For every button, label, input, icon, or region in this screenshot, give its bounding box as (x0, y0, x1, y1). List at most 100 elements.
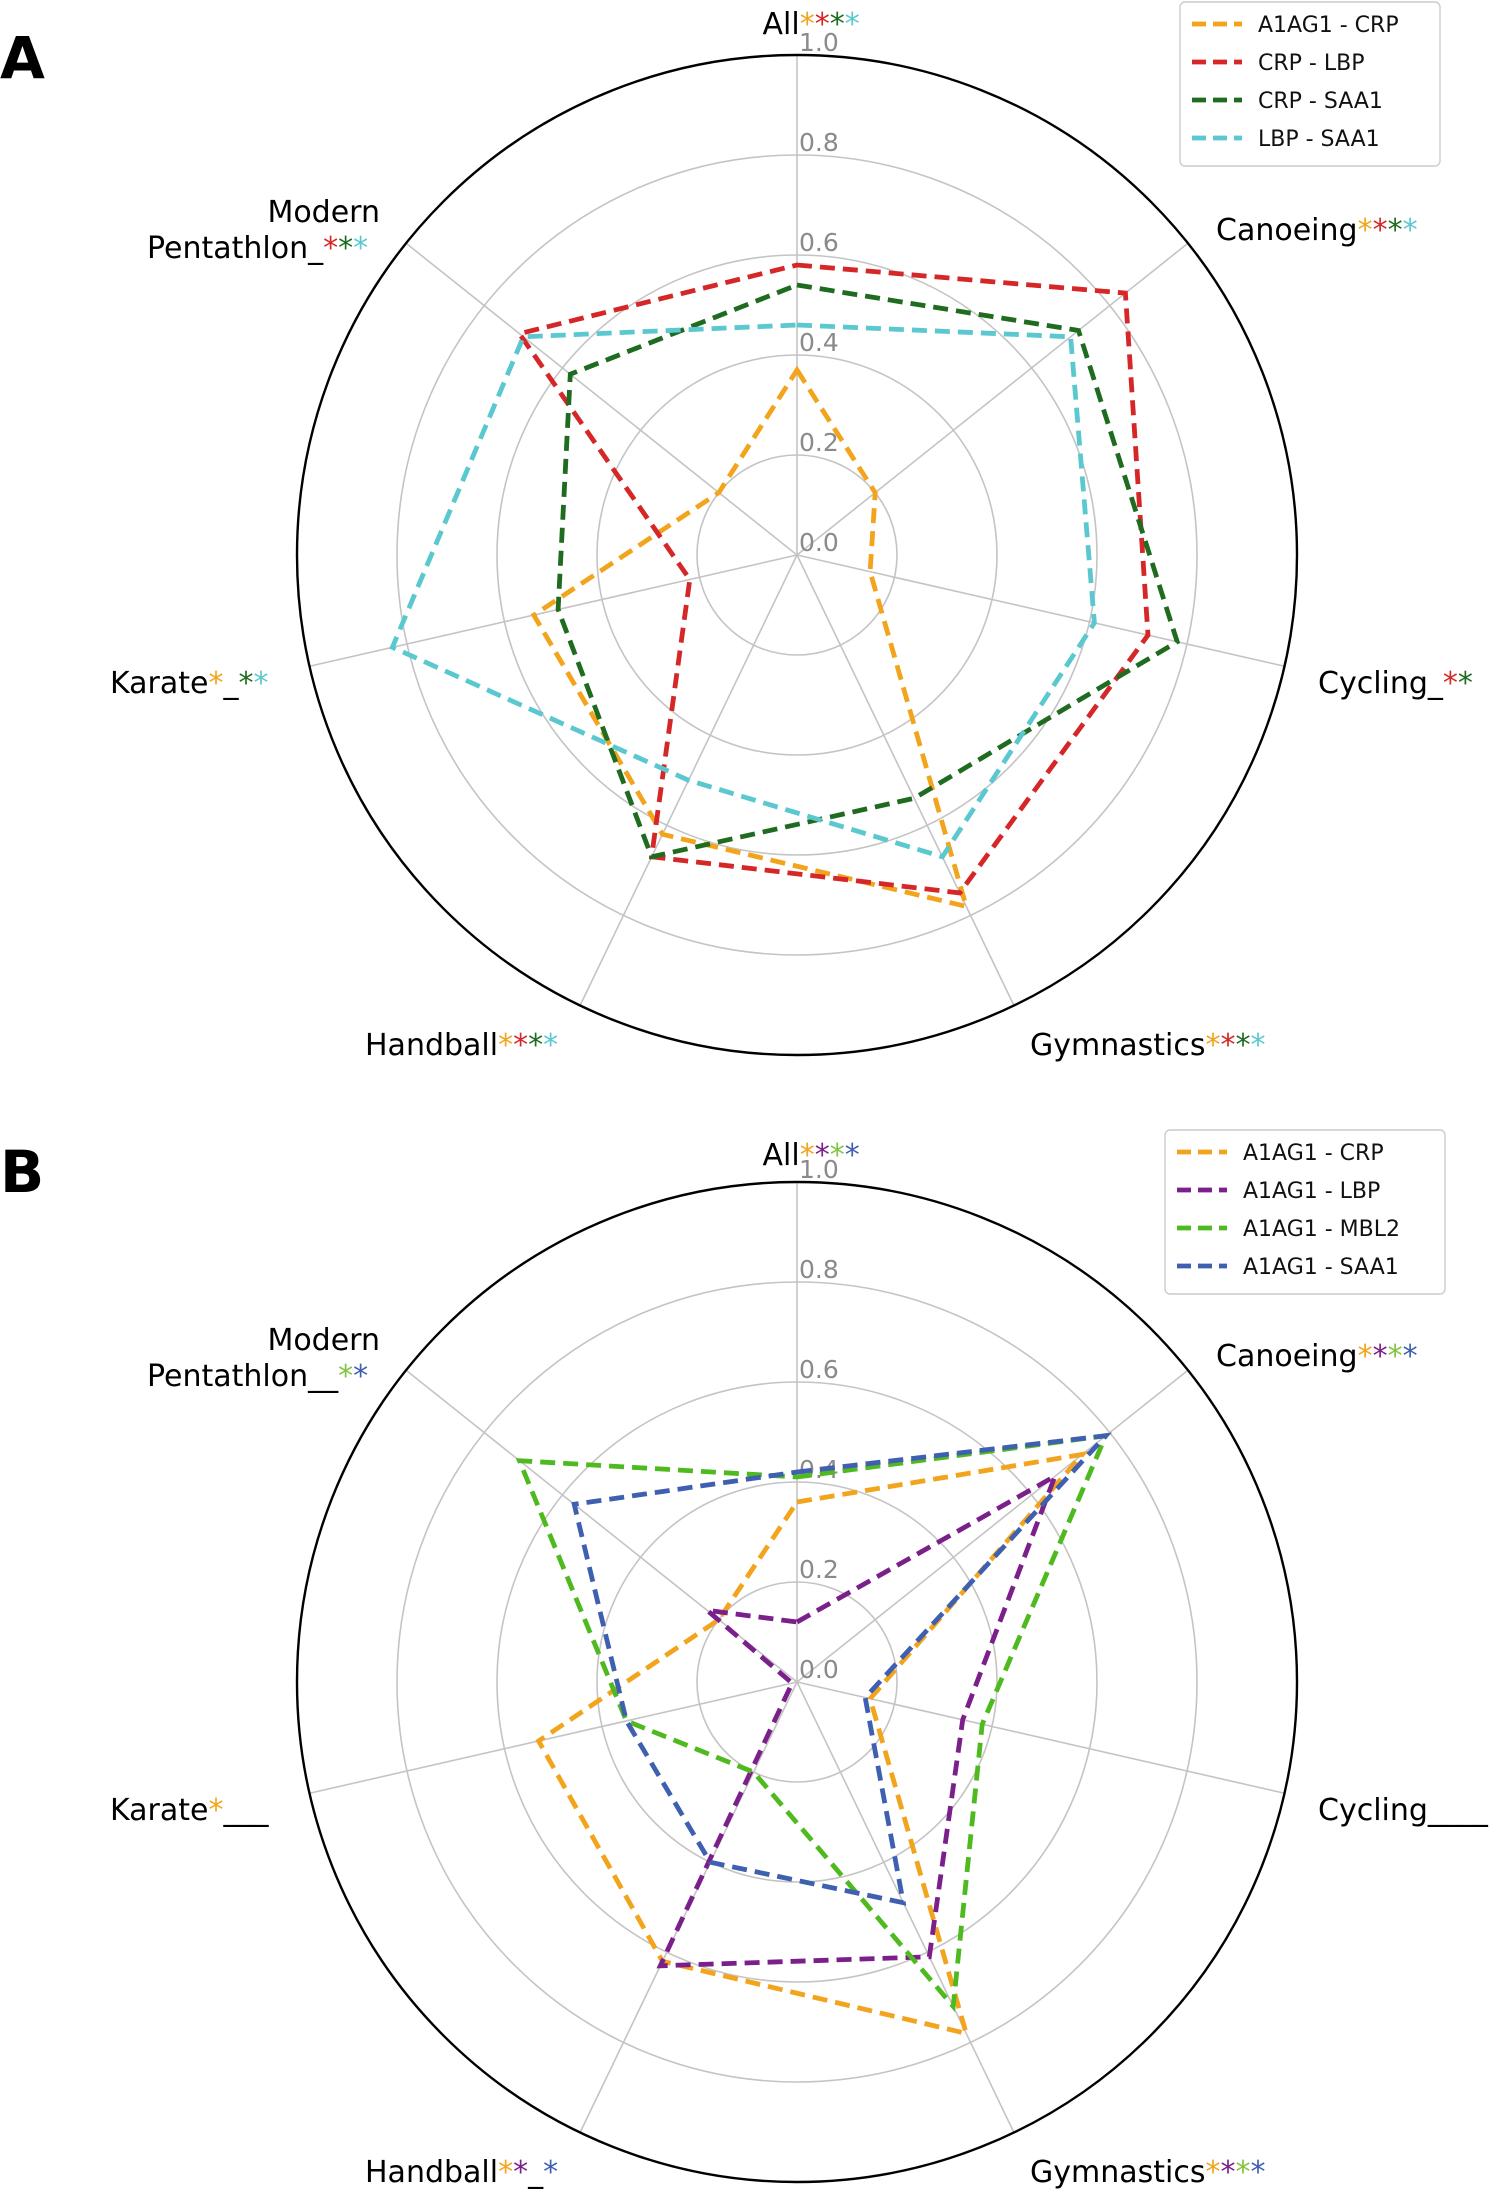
significance-star: * (208, 666, 223, 701)
significance-star: * (800, 7, 815, 42)
category-label-all: All**** (763, 7, 860, 42)
significance-star: * (498, 2155, 513, 2190)
category-label-line1: Modern (267, 195, 380, 230)
category-label-karate: Karate*_** (110, 666, 268, 701)
significance-star: * (338, 231, 353, 266)
significance-star: * (830, 1138, 845, 1173)
significance-star: * (1205, 2155, 1220, 2190)
significance-star: * (1220, 1028, 1235, 1063)
legend-label: CRP - LBP (1258, 51, 1364, 76)
r-tick-label: 0.8 (799, 1255, 839, 1284)
significance-star: * (1373, 1339, 1388, 1374)
outer-circle (295, 1180, 1299, 2184)
legend-box (1179, 1, 1441, 167)
r-tick-label: 0.0 (799, 1655, 839, 1684)
series-a1ag1-crp (535, 1450, 1089, 2037)
r-tick-label: 0.8 (799, 128, 839, 157)
significance-star: * (1235, 2155, 1250, 2190)
series-a1ag1-mbl2 (515, 1432, 1110, 2013)
legend-label: CRP - SAA1 (1258, 89, 1383, 114)
r-tick-label: 1.0 (799, 28, 839, 57)
spoke-line (309, 554, 798, 668)
r-tick-label: 0.2 (799, 428, 839, 457)
series-crp-saa1 (555, 282, 1181, 860)
category-label-cycling: Cycling____ (1318, 1793, 1489, 1828)
radar-panel-b: B0.00.20.40.60.81.0All****Canoeing****Cy… (0, 1129, 1489, 2190)
series-a1ag1-crp (530, 365, 970, 910)
significance-star: * (528, 1028, 543, 1063)
legend-label: A1AG1 - SAA1 (1243, 1255, 1399, 1280)
r-tick-label: 0.4 (799, 328, 839, 357)
category-label-line2: Pentathlon__** (147, 1359, 368, 1394)
significance-star: _ (527, 2155, 544, 2190)
spoke-line (796, 554, 1015, 1006)
significance-star: * (1235, 1028, 1250, 1063)
significance-star: * (845, 1138, 860, 1173)
significance-star: * (1373, 213, 1388, 248)
panel-letter: B (0, 1138, 44, 1206)
significance-star: * (498, 1028, 513, 1063)
significance-star: * (513, 1028, 528, 1063)
spoke-line (796, 1681, 1285, 1795)
category-label-gymnastics: Gymnastics**** (1030, 2155, 1265, 2190)
significance-star: * (1388, 1339, 1403, 1374)
significance-star: * (830, 7, 845, 42)
significance-star: * (543, 2155, 558, 2190)
spoke-line (796, 242, 1189, 556)
r-tick-label: 0.2 (799, 1555, 839, 1584)
significance-star: * (208, 1793, 223, 1828)
significance-star: * (800, 1138, 815, 1173)
significance-star: * (1220, 2155, 1235, 2190)
panel-letter: A (0, 24, 45, 92)
significance-star: * (1443, 666, 1458, 701)
significance-star: * (543, 1028, 558, 1063)
spoke-line (309, 1681, 798, 1795)
category-label-karate: Karate*___ (110, 1793, 269, 1828)
significance-star: * (1458, 666, 1473, 701)
category-label-handball: Handball**_* (365, 2155, 558, 2190)
category-label-all: All**** (763, 1138, 860, 1173)
significance-star: * (1205, 1028, 1220, 1063)
outer-circle (295, 53, 1299, 1057)
significance-star: * (845, 7, 860, 42)
legend-label: LBP - SAA1 (1258, 127, 1380, 152)
r-tick-label: 0.0 (799, 528, 839, 557)
legend: A1AG1 - CRP A1AG1 - LBP A1AG1 - MBL2 A1AG1 … (1164, 1129, 1446, 1295)
significance-star: * (1250, 1028, 1265, 1063)
category-label-cycling: Cycling_** (1318, 666, 1473, 701)
significance-star: * (1388, 213, 1403, 248)
significance-star: * (815, 1138, 830, 1173)
significance-star: * (253, 666, 268, 701)
significance-star: * (1403, 1339, 1418, 1374)
legend-label: A1AG1 - CRP (1243, 1141, 1384, 1166)
r-tick-label: 0.6 (799, 228, 839, 257)
spoke-line (405, 242, 798, 556)
category-label-gymnastics: Gymnastics**** (1030, 1028, 1265, 1063)
series-a1ag1-saa1 (571, 1432, 1112, 1906)
category-label-canoeing: Canoeing**** (1216, 1339, 1418, 1374)
r-tick-label: 1.0 (799, 1155, 839, 1184)
spoke-line (796, 1369, 1189, 1683)
legend-label: A1AG1 - CRP (1258, 13, 1399, 38)
significance-star: * (815, 7, 830, 42)
category-label-handball: Handball**** (365, 1028, 558, 1063)
significance-star: * (513, 2155, 528, 2190)
significance-star: _ (222, 666, 239, 701)
category-label-line1: Modern (267, 1323, 380, 1358)
spoke-line (796, 1681, 1015, 2133)
series-a1ag1-lbp (656, 1470, 1060, 1969)
significance-star: * (353, 1359, 368, 1394)
series-crp-lbp (515, 262, 1151, 896)
significance-star: * (1358, 213, 1373, 248)
legend-label: A1AG1 - MBL2 (1243, 1217, 1400, 1242)
category-label-canoeing: Canoeing**** (1216, 213, 1418, 248)
significance-star: * (323, 231, 338, 266)
significance-star: * (1250, 2155, 1265, 2190)
significance-star: * (338, 1359, 353, 1394)
significance-star: * (238, 666, 253, 701)
legend-box (1164, 1129, 1446, 1295)
significance-star: * (1403, 213, 1418, 248)
spoke-line (796, 554, 1285, 668)
